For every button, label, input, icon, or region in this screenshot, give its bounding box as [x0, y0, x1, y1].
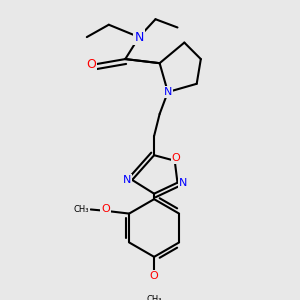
Text: O: O — [150, 271, 158, 281]
Text: O: O — [172, 153, 181, 163]
Text: O: O — [101, 205, 110, 214]
Text: N: N — [122, 175, 131, 185]
Text: CH₃: CH₃ — [146, 295, 162, 300]
Text: O: O — [86, 58, 96, 71]
Text: N: N — [164, 87, 172, 97]
Text: N: N — [134, 31, 144, 44]
Text: N: N — [179, 178, 187, 188]
Text: CH₃: CH₃ — [73, 205, 89, 214]
